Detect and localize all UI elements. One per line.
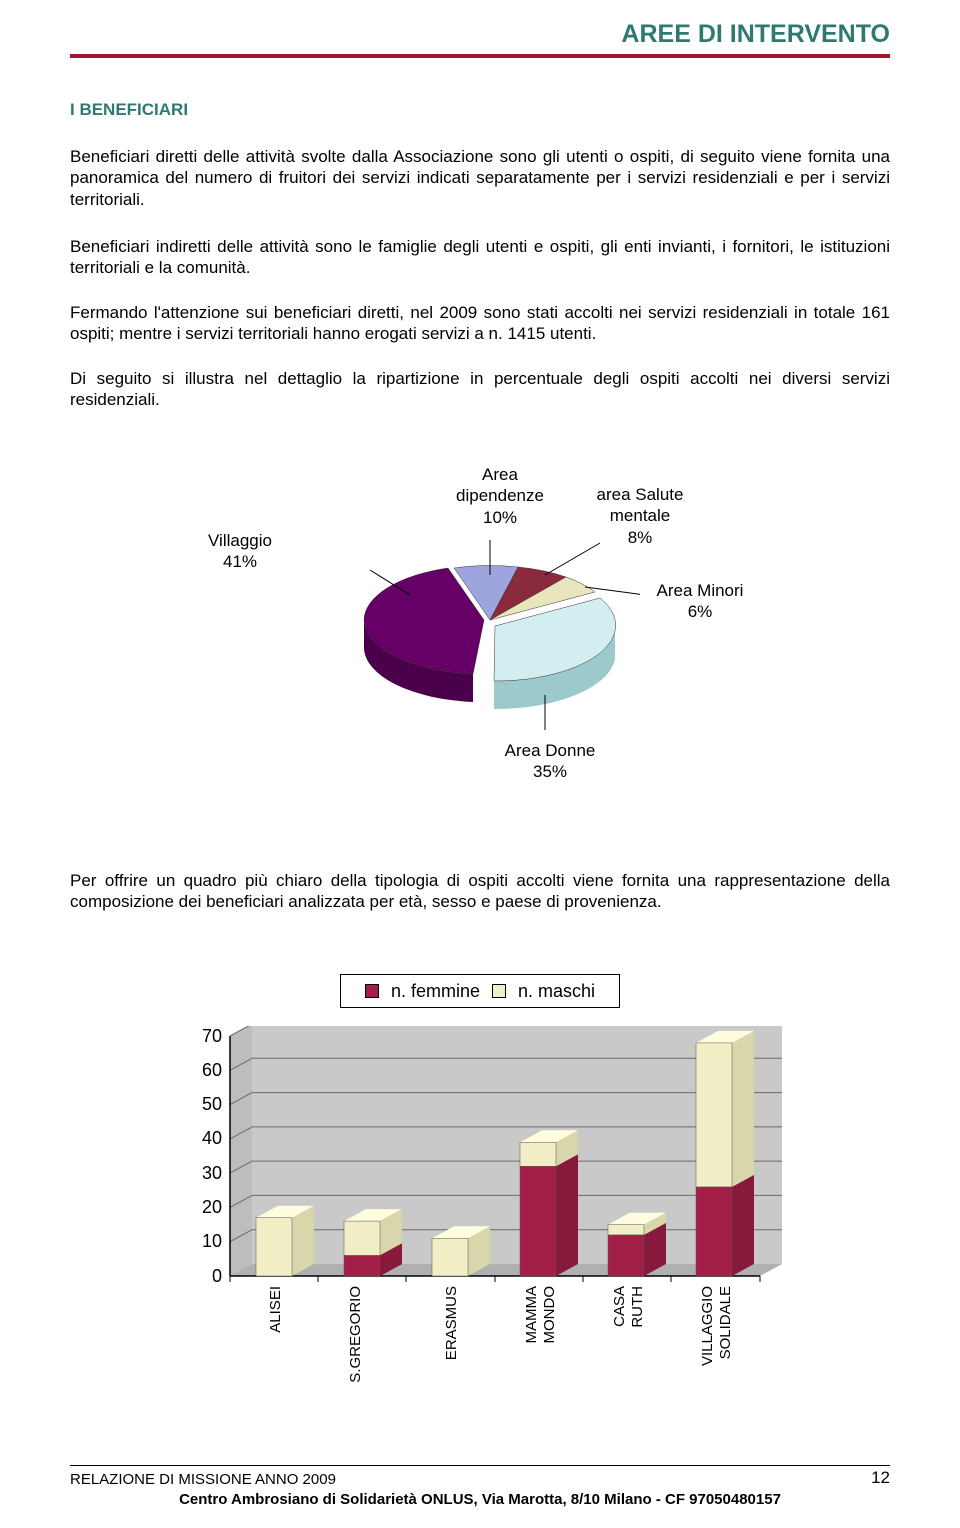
legend-swatch-maschi <box>492 984 506 998</box>
svg-text:CASA: CASA <box>611 1286 628 1327</box>
bar-sgregorio <box>344 1209 402 1276</box>
svg-text:20: 20 <box>202 1197 222 1217</box>
pie-label-villaggio-text: Villaggio41% <box>208 531 272 571</box>
bar-y-ticks: 0 10 20 30 40 50 60 70 <box>202 1026 222 1286</box>
svg-text:60: 60 <box>202 1060 222 1080</box>
bar-chart-legend: n. femmine n. maschi <box>340 974 620 1008</box>
pie-label-dipendenze: Areadipendenze10% <box>440 464 560 528</box>
bar-erasmus <box>432 1226 490 1276</box>
bar-villaggio <box>696 1031 754 1276</box>
svg-text:0: 0 <box>212 1266 222 1286</box>
pie-chart-svg <box>340 535 640 735</box>
paragraph-2: Beneficiari indiretti delle attività son… <box>70 236 890 279</box>
paragraph-4: Di seguito si illustra nel dettaglio la … <box>70 368 890 411</box>
svg-text:RUTH: RUTH <box>629 1286 646 1328</box>
pie-label-salute-text: area Salutementale8% <box>597 485 684 547</box>
bar-mammamondo <box>520 1130 578 1276</box>
pie-label-villaggio: Villaggio41% <box>190 530 290 573</box>
bar-chart: 0 10 20 30 40 50 60 70 <box>170 1026 790 1406</box>
svg-text:50: 50 <box>202 1094 222 1114</box>
pie-label-donne: Area Donne35% <box>480 740 620 783</box>
svg-text:ALISEI: ALISEI <box>267 1286 284 1333</box>
bar-x-ticks <box>230 1276 760 1282</box>
page-header-title: AREE DI INTERVENTO <box>621 20 890 49</box>
pie-label-minori: Area Minori6% <box>640 580 760 623</box>
section-heading: I BENEFICIARI <box>70 100 188 120</box>
bar-category-labels: ALISEI S.GREGORIO ERASMUS MAMMA MONDO CA… <box>267 1286 734 1383</box>
pie-chart: Villaggio41% Areadipendenze10% area Salu… <box>70 450 890 810</box>
bar-casaruth <box>608 1213 666 1276</box>
footer-page-number: 12 <box>871 1468 890 1488</box>
svg-text:S.GREGORIO: S.GREGORIO <box>347 1286 364 1383</box>
pie-label-dipendenze-text: Areadipendenze10% <box>456 465 544 527</box>
leader-salute <box>545 543 600 575</box>
bar-alisei <box>256 1206 314 1276</box>
svg-text:30: 30 <box>202 1163 222 1183</box>
legend-swatch-femmine <box>365 984 379 998</box>
pie-label-salute: area Salutementale8% <box>580 484 700 548</box>
pie-label-minori-text: Area Minori6% <box>657 581 744 621</box>
footer-rule <box>70 1465 890 1466</box>
svg-text:70: 70 <box>202 1026 222 1046</box>
bar-chart-svg: 0 10 20 30 40 50 60 70 <box>170 1026 790 1406</box>
footer-center: Centro Ambrosiano di Solidarietà ONLUS, … <box>70 1491 890 1508</box>
svg-text:ERASMUS: ERASMUS <box>443 1286 460 1360</box>
svg-text:VILLAGGIO: VILLAGGIO <box>699 1286 716 1366</box>
svg-text:MAMMA: MAMMA <box>523 1286 540 1344</box>
svg-text:40: 40 <box>202 1128 222 1148</box>
bar-side-wall <box>230 1026 252 1276</box>
paragraph-5: Per offrire un quadro più chiaro della t… <box>70 870 890 913</box>
header-rule <box>70 54 890 68</box>
paragraph-1: Beneficiari diretti delle attività svolt… <box>70 146 890 210</box>
legend-label-maschi: n. maschi <box>518 981 595 1002</box>
svg-text:10: 10 <box>202 1231 222 1251</box>
legend-label-femmine: n. femmine <box>391 981 480 1002</box>
svg-text:MONDO: MONDO <box>541 1286 558 1344</box>
footer-left: RELAZIONE DI MISSIONE ANNO 2009 <box>70 1471 336 1488</box>
svg-text:SOLIDALE: SOLIDALE <box>717 1286 734 1359</box>
paragraph-3: Fermando l'attenzione sui beneficiari di… <box>70 302 890 345</box>
pie-label-donne-text: Area Donne35% <box>505 741 596 781</box>
